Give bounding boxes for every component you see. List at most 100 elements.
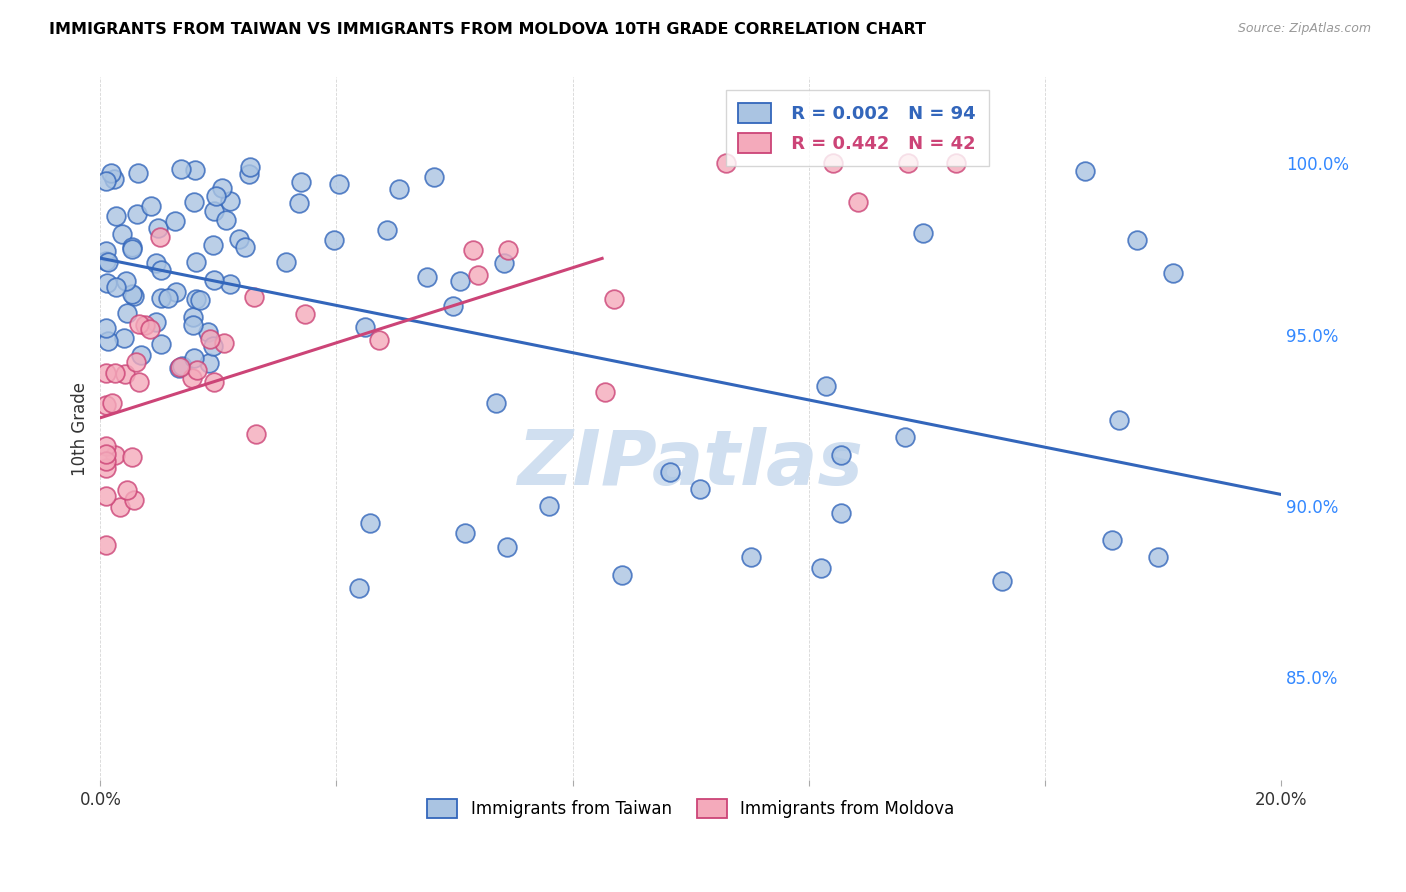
Point bbox=[111, 227, 134, 241]
Point bbox=[149, 336, 172, 351]
Point bbox=[156, 291, 179, 305]
Point bbox=[449, 274, 471, 288]
Point bbox=[96, 244, 118, 258]
Point bbox=[593, 384, 616, 399]
Point bbox=[347, 582, 370, 596]
Point bbox=[96, 489, 118, 503]
Point bbox=[496, 540, 519, 554]
Point bbox=[165, 214, 187, 228]
Point bbox=[274, 254, 297, 268]
Point bbox=[104, 366, 127, 380]
Point bbox=[823, 156, 845, 170]
Point bbox=[496, 243, 519, 257]
Point bbox=[100, 166, 122, 180]
Point bbox=[375, 223, 398, 237]
Point bbox=[112, 331, 135, 345]
Text: Source: ZipAtlas.com: Source: ZipAtlas.com bbox=[1237, 22, 1371, 36]
Point bbox=[911, 226, 934, 240]
Point bbox=[104, 209, 127, 223]
Text: IMMIGRANTS FROM TAIWAN VS IMMIGRANTS FROM MOLDOVA 10TH GRADE CORRELATION CHART: IMMIGRANTS FROM TAIWAN VS IMMIGRANTS FRO… bbox=[49, 22, 927, 37]
Point bbox=[150, 291, 173, 305]
Point bbox=[128, 317, 150, 331]
Point bbox=[603, 293, 626, 307]
Point bbox=[121, 243, 143, 257]
Point bbox=[114, 367, 136, 381]
Point bbox=[1147, 550, 1170, 565]
Point bbox=[228, 232, 250, 246]
Point bbox=[238, 167, 260, 181]
Point bbox=[658, 465, 681, 479]
Point bbox=[689, 482, 711, 496]
Point bbox=[170, 161, 193, 176]
Point bbox=[121, 240, 143, 254]
Point bbox=[188, 293, 211, 308]
Point bbox=[127, 166, 149, 180]
Point bbox=[354, 320, 377, 334]
Point bbox=[714, 156, 737, 170]
Point bbox=[388, 182, 411, 196]
Point bbox=[441, 299, 464, 313]
Point bbox=[290, 175, 312, 189]
Point bbox=[96, 461, 118, 475]
Point bbox=[204, 204, 226, 219]
Point bbox=[219, 277, 242, 292]
Point bbox=[115, 306, 138, 320]
Point bbox=[215, 212, 238, 227]
Point bbox=[197, 325, 219, 339]
Point bbox=[294, 307, 316, 321]
Point bbox=[202, 339, 225, 353]
Point bbox=[96, 447, 118, 461]
Point bbox=[127, 207, 149, 221]
Point bbox=[181, 310, 204, 325]
Point bbox=[990, 574, 1012, 589]
Point bbox=[1108, 413, 1130, 427]
Point bbox=[485, 396, 508, 410]
Point bbox=[122, 289, 145, 303]
Point bbox=[219, 194, 242, 209]
Point bbox=[121, 287, 143, 301]
Point bbox=[145, 315, 167, 329]
Point bbox=[830, 448, 852, 462]
Point bbox=[416, 270, 439, 285]
Point bbox=[124, 355, 146, 369]
Point bbox=[328, 178, 350, 192]
Point bbox=[198, 332, 221, 346]
Point bbox=[97, 334, 120, 348]
Point bbox=[104, 448, 127, 462]
Point bbox=[893, 430, 915, 444]
Point bbox=[846, 195, 869, 210]
Point bbox=[172, 359, 194, 373]
Point bbox=[454, 526, 477, 541]
Point bbox=[96, 398, 118, 412]
Point bbox=[122, 493, 145, 508]
Point bbox=[463, 243, 485, 257]
Point bbox=[204, 189, 226, 203]
Point bbox=[167, 360, 190, 375]
Point bbox=[96, 454, 118, 468]
Point bbox=[202, 273, 225, 287]
Point bbox=[467, 268, 489, 282]
Point bbox=[243, 290, 266, 304]
Point bbox=[96, 321, 118, 335]
Point bbox=[810, 560, 832, 574]
Point bbox=[211, 181, 233, 195]
Point bbox=[423, 169, 446, 184]
Point bbox=[610, 567, 633, 582]
Point bbox=[96, 173, 118, 187]
Point bbox=[104, 280, 127, 294]
Point bbox=[945, 156, 967, 170]
Point bbox=[121, 450, 143, 464]
Point bbox=[97, 255, 120, 269]
Point bbox=[128, 376, 150, 390]
Point bbox=[186, 292, 208, 306]
Point bbox=[1126, 233, 1149, 247]
Point bbox=[96, 276, 118, 290]
Point bbox=[103, 172, 125, 186]
Point bbox=[245, 427, 267, 442]
Point bbox=[198, 356, 221, 370]
Point bbox=[202, 375, 225, 389]
Point bbox=[165, 285, 187, 300]
Point bbox=[830, 506, 852, 520]
Point bbox=[537, 499, 560, 513]
Point bbox=[359, 516, 381, 530]
